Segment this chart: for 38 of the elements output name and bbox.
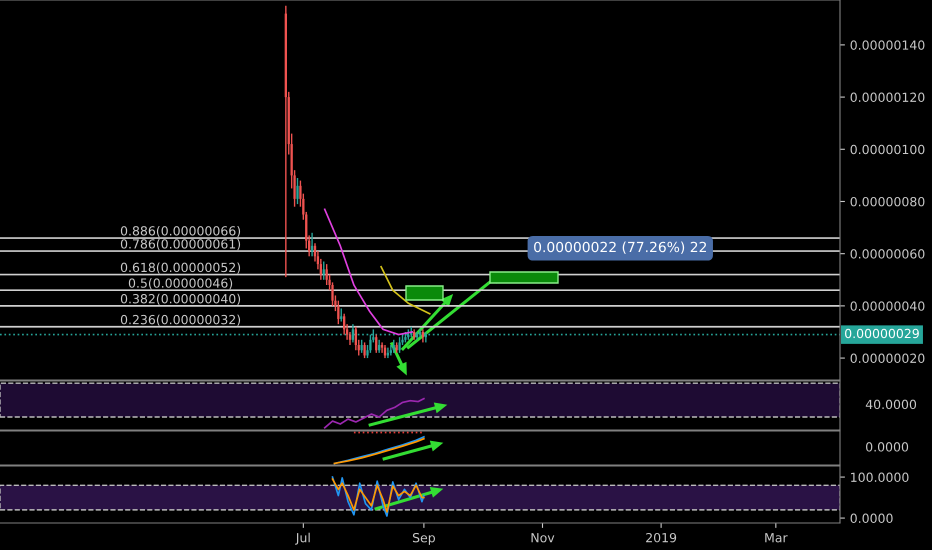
ref-line-label: 0.236(0.00000032) xyxy=(120,314,240,326)
candlestick xyxy=(337,300,340,325)
y-tick-label: 0.00000080 xyxy=(850,196,924,206)
y-tick-label: 0.00000100 xyxy=(850,144,924,154)
x-tick-label: Sep xyxy=(412,532,435,545)
candlestick xyxy=(386,346,390,359)
candlestick xyxy=(360,339,363,354)
candlestick xyxy=(413,328,416,341)
y-tick-label: 0.00000060 xyxy=(850,249,924,259)
candlestick xyxy=(392,339,395,354)
line-series xyxy=(380,266,431,315)
text: 40.0000 xyxy=(866,400,916,410)
y-tick-label: 0.00000140 xyxy=(850,40,924,50)
ref-line-label: 0.382(0.00000040) xyxy=(120,294,240,305)
candlestick xyxy=(375,334,378,354)
candlestick xyxy=(380,342,384,354)
x-tick-label: Jul xyxy=(295,532,310,545)
x-tick-label: 2019 xyxy=(646,532,676,542)
ref-line-label: 0.886(0.00000066) xyxy=(120,226,240,238)
y-tick-label: 0.00000020 xyxy=(850,354,924,364)
candlestick xyxy=(396,342,398,354)
y-tick-label: 0.00000040 xyxy=(850,301,924,311)
ref-line-label: 0.786(0.00000061) xyxy=(120,238,240,250)
annotation: 0.00000022 (77.26%) 22 xyxy=(534,242,706,254)
y-tick-label: 0.0000 xyxy=(850,514,893,524)
x-tick-label: Mar xyxy=(765,533,788,542)
y-tick-label: 0.00000120 xyxy=(850,92,924,102)
candlestick xyxy=(326,263,328,286)
candlestick xyxy=(340,308,342,322)
y-tick-label: 100.0000 xyxy=(851,472,909,482)
candlestick xyxy=(322,260,325,280)
x-tick-label: Nov xyxy=(532,533,554,542)
candlestick xyxy=(378,339,380,354)
ref-line-label: 0.5(0.00000046) xyxy=(128,278,232,290)
ref-line-label: 0.00000029 xyxy=(845,328,919,338)
candlestick xyxy=(390,344,392,356)
ref-line-label: 0.618(0.00000052) xyxy=(120,262,240,274)
candlestick xyxy=(398,336,401,354)
